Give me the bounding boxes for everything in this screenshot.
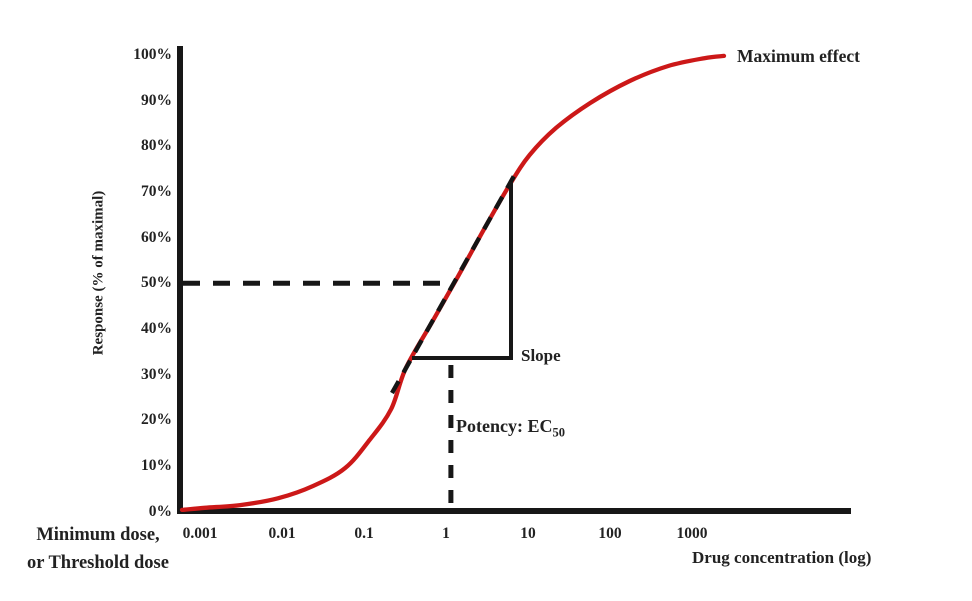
x-tick-label: 0.1 [354,525,374,542]
maximum-effect-label: Maximum effect [737,46,860,66]
potency-ec50-label: Potency: EC50 [456,416,565,440]
y-tick-label: 30% [141,365,172,383]
y-tick-label: 80% [141,137,172,155]
ec50-subscript: 50 [552,425,565,440]
min-dose-line1: Minimum dose, [36,525,160,545]
y-tick-label: 50% [141,274,172,292]
slope-tangent-dashed-line [390,174,516,395]
y-tick-label: 90% [141,91,172,109]
y-tick-label: 60% [141,228,172,246]
y-tick-label: 0% [148,502,172,520]
x-tick-label: 100 [598,525,622,542]
y-tick-label: 20% [141,411,172,429]
slope-label: Slope [521,346,561,365]
y-tick-label: 10% [141,456,172,474]
min-threshold-dose-label: Minimum dose, or Threshold dose [5,521,191,577]
min-dose-line2: or Threshold dose [27,553,169,573]
y-tick-label: 100% [133,46,172,63]
x-tick-label: 1000 [676,525,708,542]
x-tick-label: 0.001 [182,525,218,542]
response-curve [179,53,727,513]
y-tick-label: 70% [141,182,172,200]
potency-text: Potency: EC [456,416,553,436]
x-axis-label: Drug concentration (log) [692,548,872,567]
y-tick-label: 40% [141,319,172,337]
slope-triangle [412,182,513,360]
x-tick-label: 10 [520,525,536,542]
x-tick-label: 0.01 [268,525,296,542]
x-tick-label: 1 [442,525,450,542]
